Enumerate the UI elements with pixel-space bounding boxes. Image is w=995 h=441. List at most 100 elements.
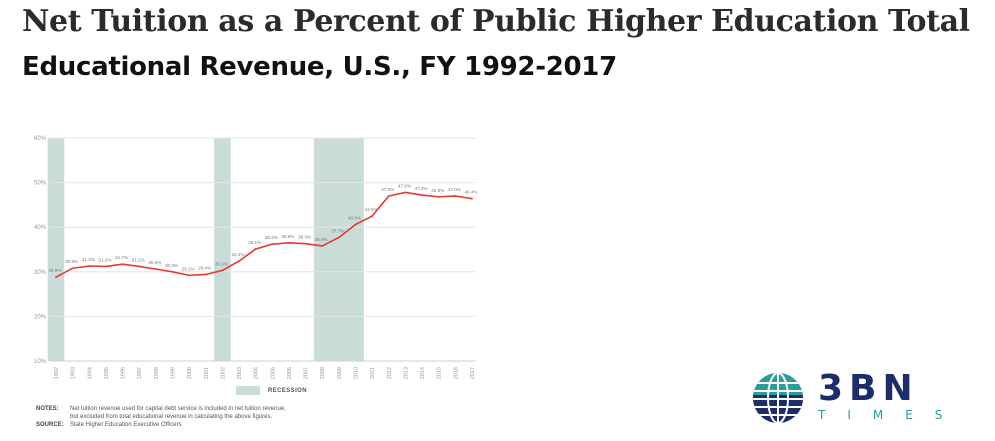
y-tick-label: 20% bbox=[34, 314, 47, 320]
x-tick-label: 2005 bbox=[270, 367, 276, 379]
y-tick-label: 50% bbox=[34, 181, 47, 187]
recession-band-3 bbox=[313, 138, 364, 361]
data-label: 42.5% bbox=[365, 207, 378, 212]
data-point bbox=[55, 276, 57, 279]
data-point bbox=[171, 270, 174, 273]
y-tick-label: 10% bbox=[34, 359, 47, 365]
legend-recession-label: RECESSION bbox=[268, 387, 307, 394]
data-point bbox=[471, 197, 473, 200]
data-label: 36.2% bbox=[265, 235, 278, 240]
data-label: 35.1% bbox=[248, 240, 261, 245]
notes-key: NOTES: bbox=[36, 406, 59, 412]
data-label: 28.8% bbox=[48, 268, 61, 273]
data-point bbox=[271, 243, 274, 246]
data-label: 31.3% bbox=[82, 257, 95, 262]
x-tick-label: 2008 bbox=[320, 367, 326, 379]
x-tick-label: 2003 bbox=[237, 367, 243, 379]
x-tick-label: 2017 bbox=[470, 367, 476, 379]
x-tick-label: 1998 bbox=[154, 367, 160, 379]
notes-text-1: Net tuition revenue used for capital deb… bbox=[70, 406, 286, 412]
chart-notes: NOTES: Net tuition revenue used for capi… bbox=[36, 405, 286, 429]
data-point bbox=[221, 269, 224, 272]
data-label: 30.8% bbox=[65, 259, 78, 264]
x-tick-label: 2004 bbox=[254, 367, 260, 379]
data-point bbox=[238, 260, 240, 262]
data-label: 29.2% bbox=[182, 266, 195, 271]
x-tick-label: 1993 bbox=[71, 367, 77, 379]
data-point bbox=[154, 268, 157, 271]
data-label: 36.5% bbox=[281, 234, 294, 239]
data-label: 30.3% bbox=[215, 261, 228, 266]
data-label: 47.0% bbox=[381, 187, 394, 192]
x-tick-label: 1997 bbox=[137, 367, 143, 379]
x-tick-label: 1994 bbox=[87, 367, 93, 379]
data-point bbox=[105, 265, 107, 268]
data-label: 30.6% bbox=[148, 260, 161, 265]
x-tick-label: 2011 bbox=[370, 367, 376, 379]
data-point bbox=[387, 195, 390, 197]
notes-text-2: but excluded from total educational reve… bbox=[70, 414, 273, 420]
data-label: 35.8% bbox=[315, 237, 328, 242]
data-label: 46.4% bbox=[464, 190, 477, 195]
data-label: 31.2% bbox=[132, 257, 145, 262]
data-point bbox=[188, 274, 191, 277]
globe-logo-icon bbox=[753, 373, 803, 423]
data-label: 40.6% bbox=[348, 216, 361, 221]
source-text: State Higher Education Executive Officer… bbox=[70, 422, 182, 428]
x-tick-label: 2007 bbox=[304, 367, 310, 379]
data-point bbox=[354, 223, 357, 226]
line-chart: 10% 20% 30% 40% 50% 60% 1992 1993 1994 1995 1996 19… bbox=[34, 136, 478, 379]
page-subtitle: Educational Revenue, U.S., FY 1992-2017 bbox=[22, 52, 617, 82]
data-label: 29.4% bbox=[198, 265, 211, 270]
data-point bbox=[288, 241, 290, 244]
source-key: SOURCE: bbox=[36, 422, 64, 428]
x-tick-label: 2016 bbox=[453, 367, 459, 379]
data-point bbox=[337, 236, 340, 239]
legend-recession-swatch bbox=[236, 386, 260, 395]
data-label: 37.7% bbox=[331, 228, 344, 233]
data-point bbox=[421, 194, 423, 196]
x-tick-label: 2006 bbox=[287, 367, 293, 379]
data-label: 36.3% bbox=[298, 235, 311, 240]
x-tick-label: 2012 bbox=[387, 367, 393, 379]
x-tick-label: 2001 bbox=[204, 367, 210, 379]
data-point bbox=[371, 215, 374, 217]
legend: RECESSION bbox=[236, 386, 307, 395]
data-label: 31.2% bbox=[98, 257, 111, 262]
x-tick-label: 1999 bbox=[170, 367, 176, 379]
logo-subtext: TIMES bbox=[818, 408, 965, 422]
recession-band-2 bbox=[214, 138, 231, 361]
y-tick-label: 60% bbox=[34, 136, 47, 142]
data-point bbox=[204, 273, 207, 276]
logo-wordmark: 3BN bbox=[818, 368, 919, 409]
x-tick-label: 2002 bbox=[220, 367, 226, 379]
x-tick-label: 2015 bbox=[437, 367, 443, 379]
data-point bbox=[321, 245, 324, 247]
x-tick-label: 2014 bbox=[420, 367, 426, 379]
y-tick-label: 40% bbox=[34, 225, 47, 231]
x-tick-label: 1992 bbox=[54, 367, 60, 379]
data-point bbox=[437, 195, 440, 198]
data-label: 46.8% bbox=[431, 188, 444, 193]
data-point bbox=[254, 248, 257, 250]
data-label: 32.4% bbox=[232, 252, 245, 257]
data-point bbox=[454, 195, 457, 197]
data-label: 47.8% bbox=[398, 183, 411, 188]
data-point bbox=[71, 267, 74, 270]
x-tick-label: 1995 bbox=[104, 367, 110, 379]
data-point bbox=[88, 265, 91, 267]
y-tick-label: 30% bbox=[34, 270, 47, 276]
x-tick-label: 2000 bbox=[187, 367, 193, 379]
x-tick-label: 2010 bbox=[354, 367, 360, 379]
recession-band-1 bbox=[47, 138, 65, 361]
series-line bbox=[55, 191, 473, 278]
data-point bbox=[138, 265, 141, 268]
data-label: 47.0% bbox=[448, 187, 461, 192]
x-tick-label: 2013 bbox=[403, 367, 409, 379]
data-label: 47.2% bbox=[415, 186, 428, 191]
data-point bbox=[121, 263, 124, 266]
page-title: Net Tuition as a Percent of Public Highe… bbox=[22, 4, 970, 39]
data-point bbox=[404, 191, 407, 194]
x-tick-label: 1996 bbox=[121, 367, 127, 379]
data-label: 30.0% bbox=[165, 263, 178, 268]
